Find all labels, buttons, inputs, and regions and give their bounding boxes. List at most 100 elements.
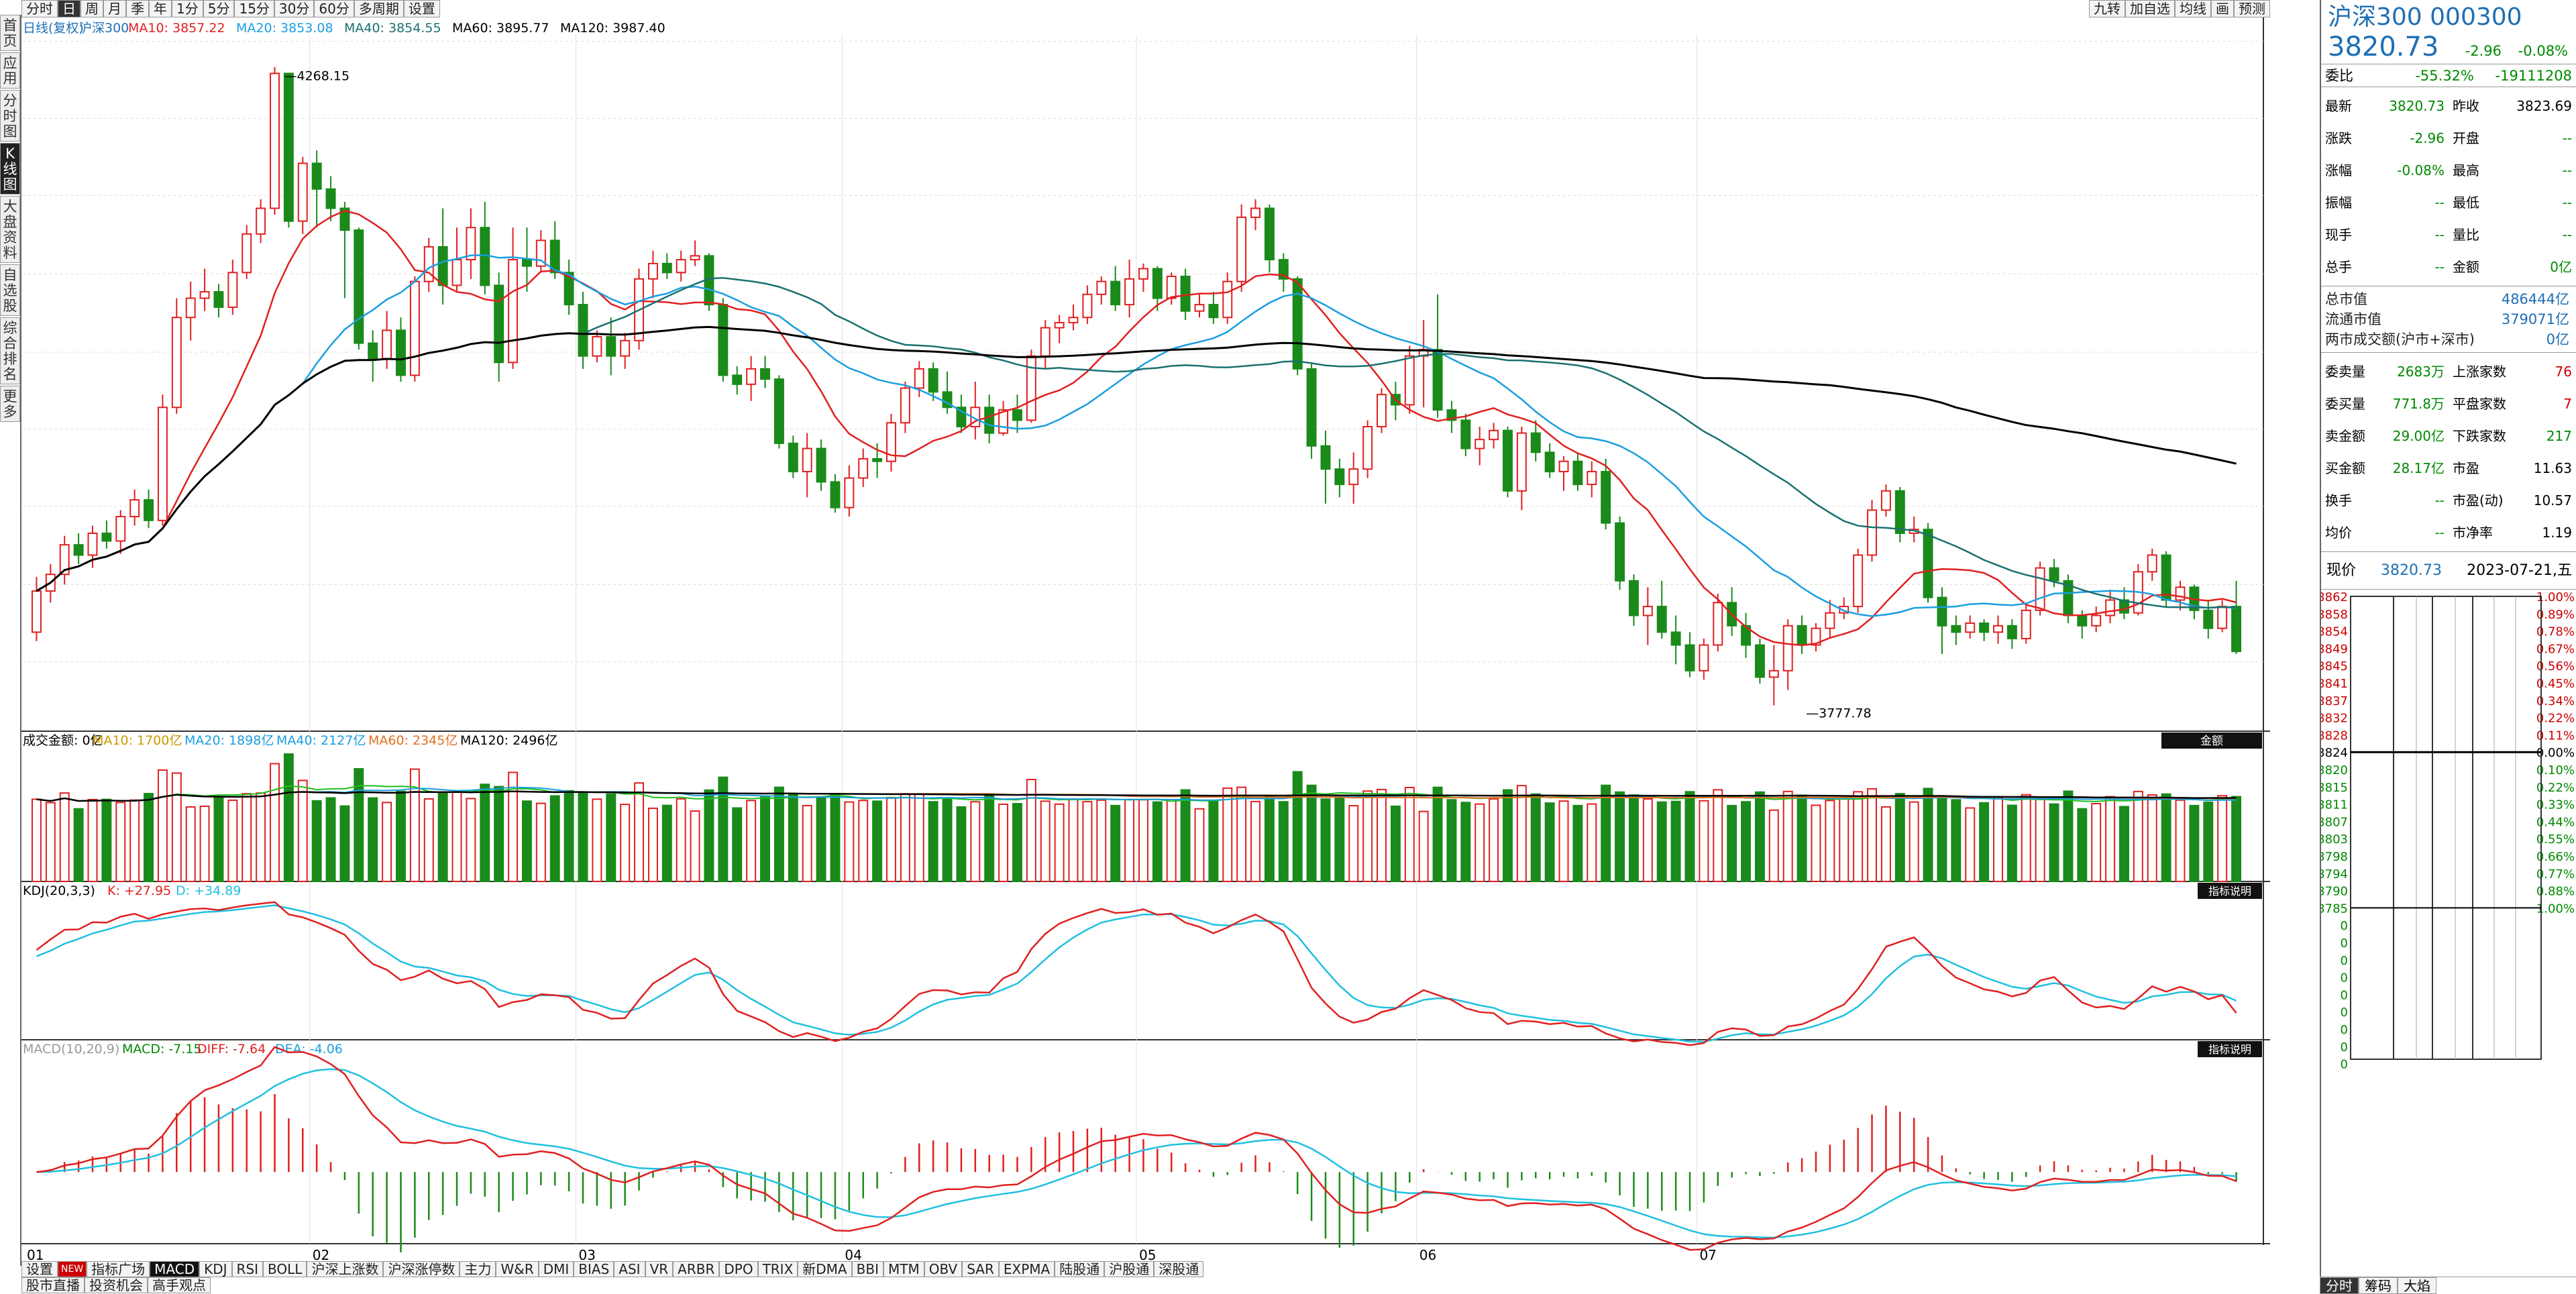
volume-bar[interactable] bbox=[185, 806, 196, 883]
candle-body[interactable] bbox=[73, 544, 84, 556]
sidebar-item-7[interactable]: 更多 bbox=[0, 386, 20, 422]
volume-bar[interactable] bbox=[858, 800, 869, 883]
candle-body[interactable] bbox=[606, 335, 616, 357]
candle-body[interactable] bbox=[2105, 599, 2116, 616]
volume-bar[interactable] bbox=[746, 800, 757, 883]
volume-bar[interactable] bbox=[1572, 804, 1583, 883]
candle-body[interactable] bbox=[451, 259, 462, 286]
candle-body[interactable] bbox=[858, 457, 869, 479]
candle-body[interactable] bbox=[1811, 627, 1821, 646]
volume-bar[interactable] bbox=[1909, 801, 1919, 882]
chart-tool-4[interactable]: 预测 bbox=[2234, 0, 2270, 17]
candle-body[interactable] bbox=[1880, 490, 1891, 511]
indicator-tab-6[interactable]: BOLL bbox=[263, 1261, 307, 1277]
volume-bar[interactable] bbox=[1446, 799, 1457, 883]
bottom-tab-1[interactable]: 投资机会 bbox=[85, 1277, 148, 1293]
candle-body[interactable] bbox=[227, 272, 238, 308]
volume-bar[interactable] bbox=[564, 790, 574, 883]
candle-body[interactable] bbox=[2147, 554, 2157, 573]
sidebar-item-3[interactable]: K线图 bbox=[0, 143, 20, 195]
candle-body[interactable] bbox=[1068, 317, 1079, 323]
indicator-tab-11[interactable]: DMI bbox=[538, 1261, 574, 1277]
volume-bar[interactable] bbox=[1194, 808, 1205, 883]
volume-bar[interactable] bbox=[2147, 794, 2157, 882]
volume-bar[interactable] bbox=[87, 798, 98, 883]
volume-bar[interactable] bbox=[1853, 791, 1864, 883]
volume-bar[interactable] bbox=[59, 792, 70, 882]
candle-body[interactable] bbox=[256, 207, 266, 235]
sidebar-item-0[interactable]: 首页 bbox=[0, 15, 20, 51]
volume-bar[interactable] bbox=[2161, 793, 2171, 882]
volume-bar[interactable] bbox=[535, 802, 546, 882]
candle-body[interactable] bbox=[1587, 471, 1597, 486]
volume-bar[interactable] bbox=[592, 798, 602, 883]
candle-body[interactable] bbox=[199, 290, 210, 299]
period-tab-3[interactable]: 月 bbox=[103, 0, 126, 17]
volume-bar[interactable] bbox=[1601, 784, 1611, 882]
volume-bar[interactable] bbox=[1489, 798, 1499, 883]
volume-bar[interactable] bbox=[1054, 803, 1065, 882]
candle-body[interactable] bbox=[2049, 567, 2059, 582]
candle-body[interactable] bbox=[1222, 280, 1233, 319]
volume-bar[interactable] bbox=[956, 806, 967, 883]
indicator-tab-17[interactable]: TRIX bbox=[757, 1261, 798, 1277]
volume-bar[interactable] bbox=[325, 797, 336, 883]
volume-bar[interactable] bbox=[872, 800, 883, 882]
candle-body[interactable] bbox=[1489, 429, 1499, 441]
candle-body[interactable] bbox=[1194, 304, 1205, 312]
chart-tool-0[interactable]: 九转 bbox=[2089, 0, 2125, 17]
candle-body[interactable] bbox=[339, 207, 350, 231]
candle-body[interactable] bbox=[564, 272, 574, 306]
volume-bar[interactable] bbox=[1460, 802, 1471, 882]
volume-bar[interactable] bbox=[704, 789, 714, 883]
candle-body[interactable] bbox=[409, 280, 420, 376]
volume-bar[interactable] bbox=[1839, 798, 1849, 883]
volume-bar[interactable] bbox=[830, 794, 841, 882]
volume-bar[interactable] bbox=[1796, 794, 1807, 882]
candle-body[interactable] bbox=[1965, 622, 1976, 633]
volume-bar[interactable] bbox=[423, 798, 434, 883]
candle-body[interactable] bbox=[354, 229, 364, 344]
candle-body[interactable] bbox=[886, 422, 896, 462]
indicator-tab-2[interactable]: 指标广场 bbox=[87, 1261, 150, 1277]
candle-body[interactable] bbox=[1320, 445, 1331, 470]
indicator-tab-20[interactable]: MTM bbox=[883, 1261, 924, 1277]
volume-bar[interactable] bbox=[942, 798, 953, 883]
candle-body[interactable] bbox=[1377, 394, 1387, 428]
period-tab-8[interactable]: 15分 bbox=[234, 0, 274, 17]
volume-bar[interactable] bbox=[508, 771, 519, 883]
volume-bar[interactable] bbox=[354, 768, 364, 882]
candle-body[interactable] bbox=[297, 162, 308, 222]
indicator-tab-7[interactable]: 沪深上涨数 bbox=[307, 1261, 384, 1277]
candle-body[interactable] bbox=[1853, 554, 1864, 608]
indicator-tab-8[interactable]: 沪深涨停数 bbox=[383, 1261, 460, 1277]
candle-body[interactable] bbox=[2091, 614, 2102, 627]
volume-bar[interactable] bbox=[270, 763, 280, 883]
volume-bar[interactable] bbox=[1320, 798, 1331, 883]
volume-bar[interactable] bbox=[634, 782, 645, 883]
volume-bar[interactable] bbox=[1727, 804, 1737, 883]
volume-bar[interactable] bbox=[1979, 802, 1990, 882]
candle-body[interactable] bbox=[1979, 622, 1990, 633]
candle-body[interactable] bbox=[1937, 596, 1947, 627]
candle-body[interactable] bbox=[773, 378, 784, 444]
candle-body[interactable] bbox=[578, 304, 588, 357]
volume-bar[interactable] bbox=[1166, 798, 1177, 883]
volume-bar[interactable] bbox=[382, 802, 392, 882]
candle-body[interactable] bbox=[1264, 207, 1275, 261]
candle-body[interactable] bbox=[1894, 490, 1905, 534]
volume-bar[interactable] bbox=[1937, 796, 1947, 883]
candle-body[interactable] bbox=[521, 259, 532, 267]
candle-body[interactable] bbox=[171, 317, 182, 409]
candle-body[interactable] bbox=[1236, 216, 1247, 282]
candle-body[interactable] bbox=[1713, 602, 1723, 646]
volume-bar[interactable] bbox=[2175, 799, 2186, 883]
volume-bar[interactable] bbox=[73, 808, 84, 883]
period-tab-4[interactable]: 季 bbox=[126, 0, 149, 17]
right-tab-0[interactable]: 分时 bbox=[2320, 1277, 2359, 1294]
candle-body[interactable] bbox=[1278, 259, 1289, 280]
candle-body[interactable] bbox=[690, 255, 700, 261]
volume-bar[interactable] bbox=[928, 801, 938, 882]
candle-body[interactable] bbox=[1110, 280, 1121, 306]
chart-tool-3[interactable]: 画 bbox=[2211, 0, 2234, 17]
